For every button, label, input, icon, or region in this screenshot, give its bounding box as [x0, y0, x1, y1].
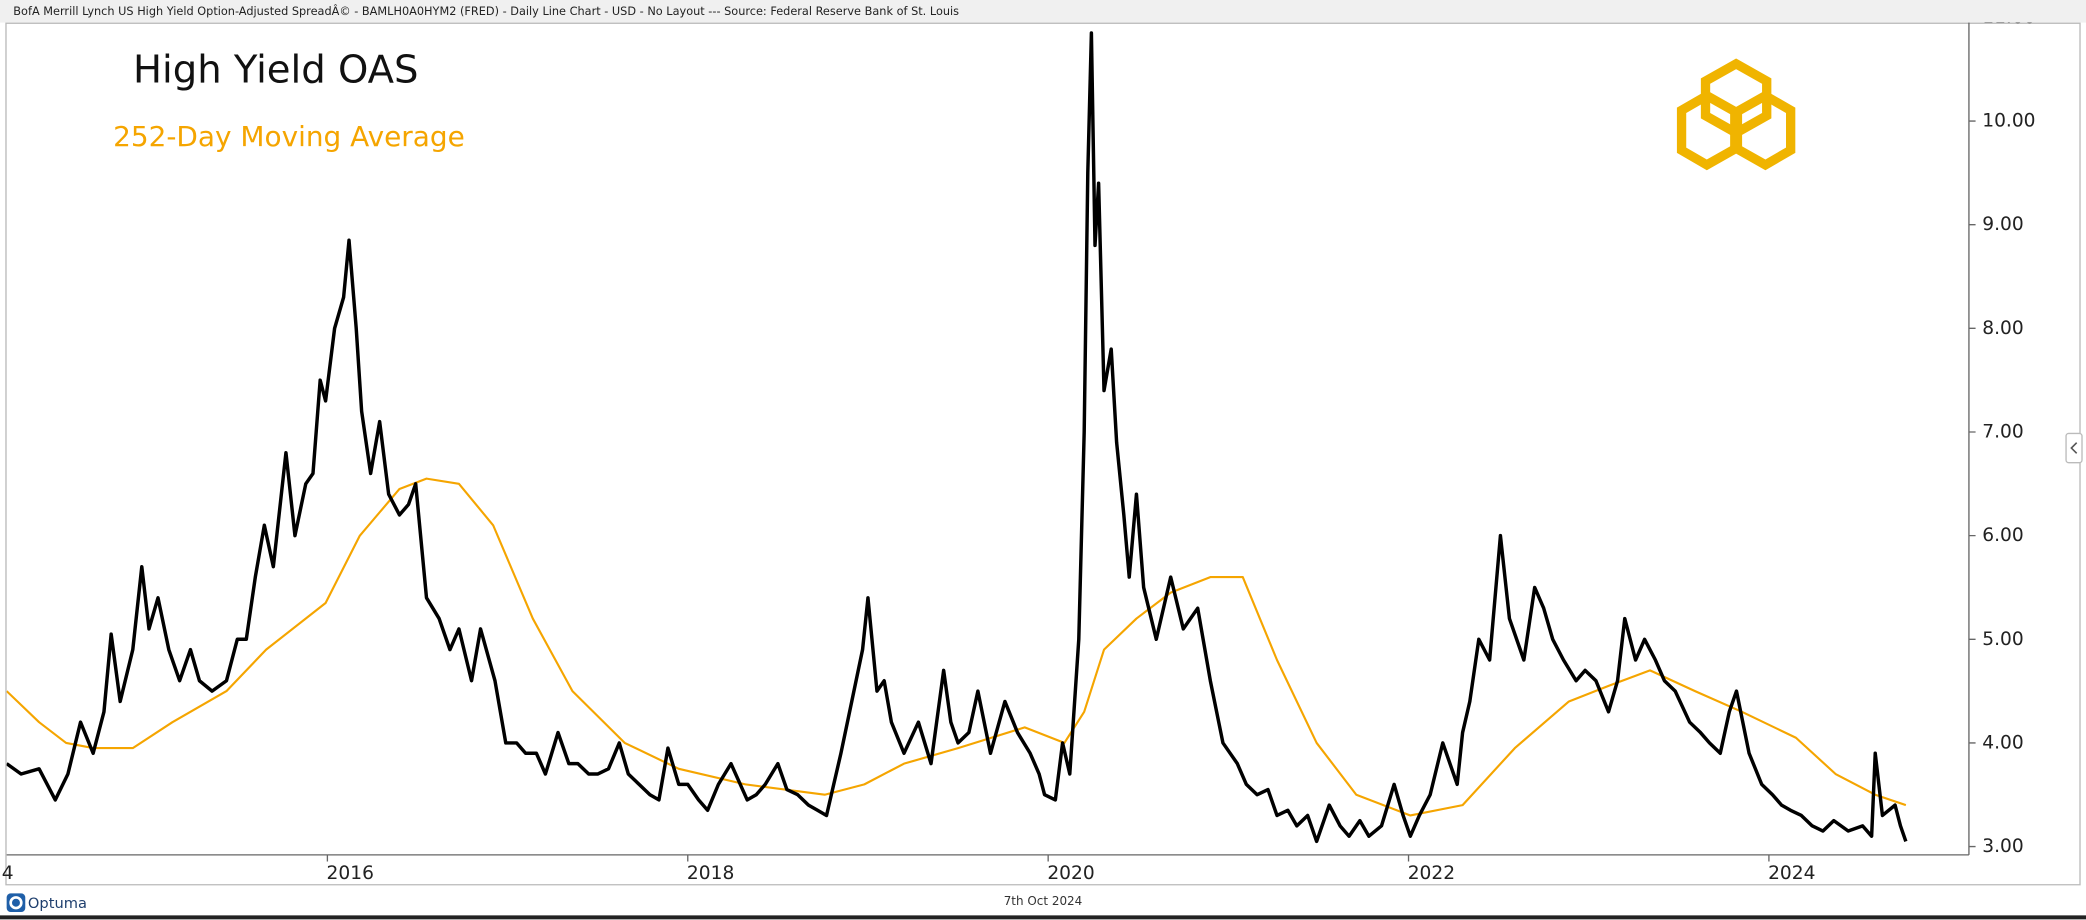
y-tick-label: 5.00 [1982, 629, 2023, 650]
x-tick-label: 4 [2, 863, 14, 884]
y-tick-label: 4.00 [1982, 732, 2023, 753]
logo [1676, 58, 1796, 171]
side-tab[interactable] [2065, 432, 2083, 464]
plot-area [6, 31, 1908, 844]
x-tick-label: 2018 [687, 863, 734, 884]
header-bar [0, 0, 2086, 23]
series-label: 252-Day Moving Average [113, 120, 465, 153]
header-text: BofA Merrill Lynch US High Yield Option-… [13, 5, 959, 18]
y-tick-label: 10.00 [1982, 111, 2035, 132]
y-tick-label: 9.00 [1982, 214, 2023, 235]
x-tick-label: 2016 [327, 863, 374, 884]
y-tick-label: 6.00 [1982, 525, 2023, 546]
brand-icon-mark [9, 896, 23, 910]
y-tick-label: 3.00 [1982, 836, 2023, 857]
chart-date: 7th Oct 2024 [1004, 894, 1083, 908]
series-line [6, 477, 1907, 817]
y-tick-label: 8.00 [1982, 318, 2023, 339]
series-label: High Yield OAS [133, 47, 418, 92]
y-tick-label: 7.00 [1982, 421, 2023, 442]
x-tick-label: 2022 [1408, 863, 1455, 884]
x-tick-label: 2024 [1768, 863, 1815, 884]
footer [0, 885, 2086, 920]
brand-text: Optuma [28, 895, 87, 912]
x-tick-label: 2020 [1047, 863, 1094, 884]
side-tab-icon [2070, 442, 2078, 454]
x-axis-labels: 4 2016 2018 2020 2022 2024 [2, 854, 1815, 884]
y-tick-label: 11.00 [1982, 7, 2035, 28]
y-axis-labels: 3.00 4.00 5.00 6.00 7.00 8.00 9.00 10.00 11.00 [1968, 7, 2036, 857]
series-line [6, 31, 1908, 844]
